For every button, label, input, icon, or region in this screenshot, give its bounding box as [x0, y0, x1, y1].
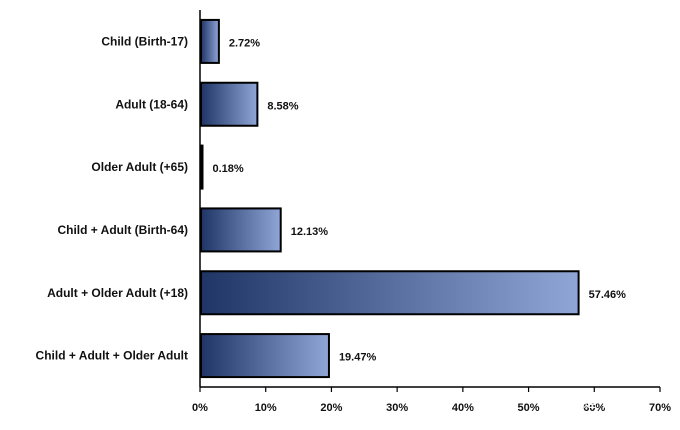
bar-4	[200, 207, 282, 253]
bar-3	[200, 144, 204, 190]
category-label: Adult (18-64)	[115, 97, 188, 111]
bars-layer: Child (Birth-17) 2.72% Adult (18-64) 8.58% O…	[36, 18, 627, 379]
x-tick-label: 20%	[320, 402, 342, 414]
value-label: 8.58%	[267, 100, 298, 112]
bar-2	[200, 81, 259, 127]
category-label: Adult + Older Adult (+18)	[47, 286, 188, 300]
category-label: Child (Birth-17)	[101, 34, 188, 48]
x-tick-label: 40%	[452, 402, 474, 414]
x-tick-label: 50%	[518, 402, 540, 414]
value-label: 12.13%	[291, 226, 329, 238]
x-tick-label: 10%	[255, 402, 277, 414]
axis-layer: 0% 10% 20% 30% 40% 50% 60% 70%	[192, 10, 671, 414]
value-label: 19.47%	[339, 352, 377, 364]
value-label: 57.46%	[589, 289, 627, 301]
wechat-channel-icon	[514, 393, 538, 402]
bar-1	[200, 18, 220, 64]
category-label: Older Adult (+65)	[91, 160, 188, 174]
x-tick-label: 0%	[192, 402, 208, 414]
category-label: Child + Adult (Birth-64)	[57, 223, 188, 237]
x-tick-label: 70%	[649, 402, 671, 414]
bar-6	[200, 333, 330, 379]
x-tick-label: 30%	[386, 402, 408, 414]
watermark-text: 抗吉泰迪干细胞	[541, 394, 639, 410]
value-label: 0.18%	[213, 163, 244, 175]
x-tick-label: 60%	[583, 402, 605, 414]
value-label: 2.72%	[229, 37, 260, 49]
watermark: 抗吉泰迪干细胞	[514, 393, 639, 410]
bar-5	[200, 270, 580, 316]
category-label: Child + Adult + Older Adult	[36, 349, 188, 363]
